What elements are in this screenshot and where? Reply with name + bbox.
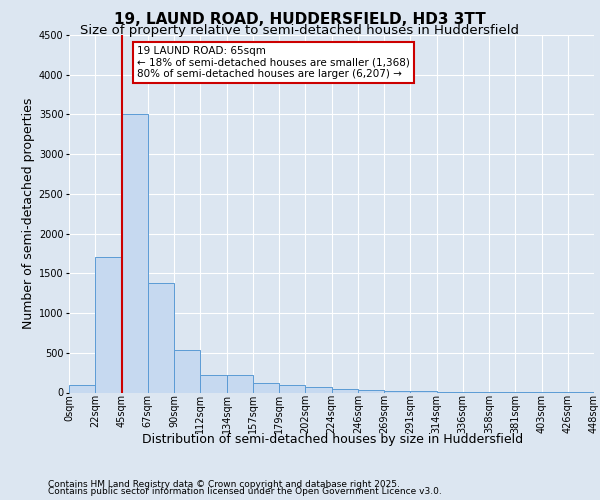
Text: Contains public sector information licensed under the Open Government Licence v3: Contains public sector information licen… bbox=[48, 487, 442, 496]
Bar bbox=[279, 384, 305, 392]
Bar bbox=[200, 375, 227, 392]
Text: Size of property relative to semi-detached houses in Huddersfield: Size of property relative to semi-detach… bbox=[80, 24, 520, 37]
Text: 19 LAUND ROAD: 65sqm
← 18% of semi-detached houses are smaller (1,368)
80% of se: 19 LAUND ROAD: 65sqm ← 18% of semi-detac… bbox=[137, 46, 410, 79]
Bar bbox=[384, 391, 410, 392]
Y-axis label: Number of semi-detached properties: Number of semi-detached properties bbox=[22, 98, 35, 330]
Bar bbox=[174, 350, 200, 393]
Bar bbox=[148, 283, 174, 393]
Bar bbox=[121, 114, 148, 392]
Text: 19, LAUND ROAD, HUDDERSFIELD, HD3 3TT: 19, LAUND ROAD, HUDDERSFIELD, HD3 3TT bbox=[114, 12, 486, 28]
Bar bbox=[358, 390, 384, 392]
Bar bbox=[253, 383, 279, 392]
Bar bbox=[305, 387, 331, 392]
Text: Distribution of semi-detached houses by size in Huddersfield: Distribution of semi-detached houses by … bbox=[142, 432, 524, 446]
Bar bbox=[69, 384, 95, 392]
Bar bbox=[227, 375, 253, 392]
Bar bbox=[331, 388, 358, 392]
Bar bbox=[95, 258, 121, 392]
Text: Contains HM Land Registry data © Crown copyright and database right 2025.: Contains HM Land Registry data © Crown c… bbox=[48, 480, 400, 489]
